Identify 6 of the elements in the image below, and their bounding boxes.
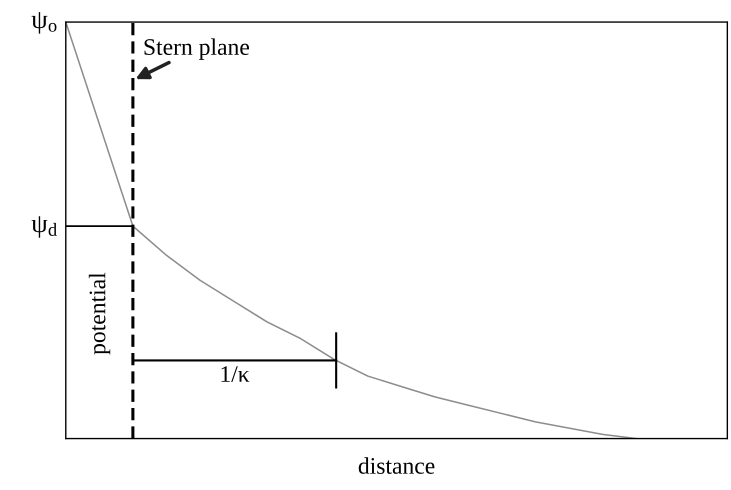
- annotation: 1/κ: [221, 366, 250, 382]
- x-axis-title: distance: [358, 457, 434, 474]
- annotation: ψ$_{d}$: [32, 216, 57, 238]
- annotation: Stern plane: [144, 38, 250, 60]
- annotation: ψ$_{o}$: [32, 12, 56, 34]
- y-axis-title: potential: [88, 272, 110, 355]
